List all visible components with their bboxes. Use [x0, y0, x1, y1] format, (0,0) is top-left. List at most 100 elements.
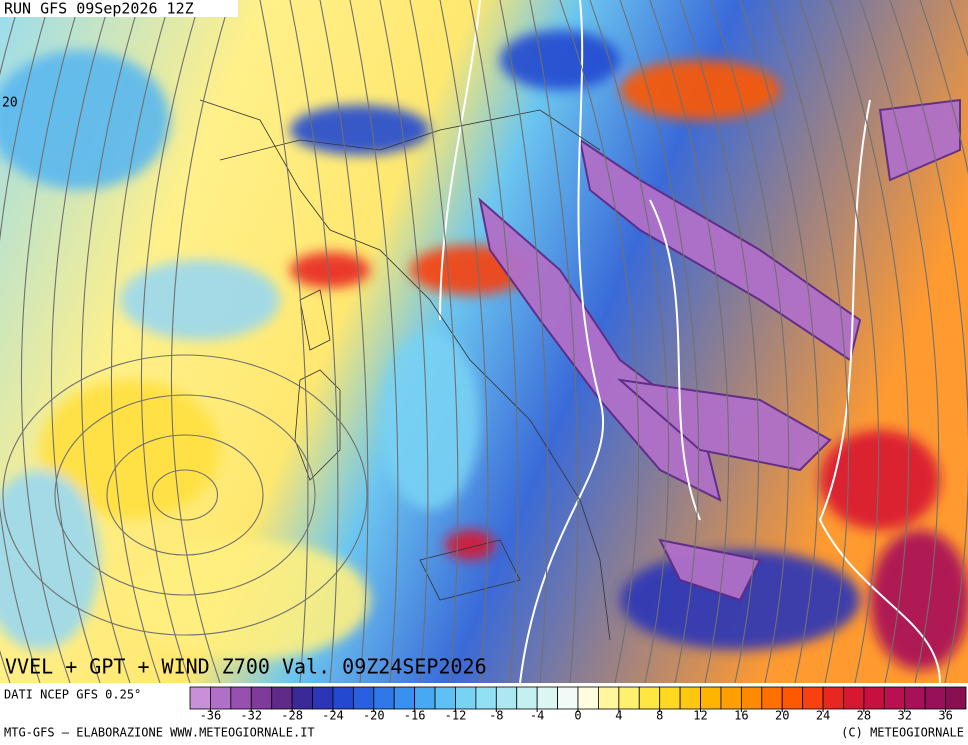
streamline: [170, 0, 231, 684]
colorbar-tick-label: 32: [898, 709, 912, 723]
data-source: DATI NCEP GFS 0.25°: [4, 688, 141, 702]
colorbar-swatch: [761, 686, 783, 710]
colorbar-tick-label: 20: [775, 709, 789, 723]
colorbar-tick-label: 4: [615, 709, 622, 723]
colorbar-swatch: [312, 686, 334, 710]
streamline: [469, 0, 519, 684]
colorbar-tick-label: 16: [734, 709, 748, 723]
colorbar-tick-label: 12: [693, 709, 707, 723]
colorbar-swatch: [843, 686, 865, 710]
colorbar-swatch: [659, 686, 681, 710]
streamline: [649, 0, 730, 684]
streamline: [859, 0, 940, 684]
colorbar-swatch: [516, 686, 538, 710]
streamline: [709, 0, 790, 684]
colorbar-swatch: [455, 686, 477, 710]
colorbar-swatch: [393, 686, 416, 710]
colorbar-swatch: [271, 686, 293, 710]
colorbar-tick-label: -16: [404, 709, 426, 723]
streamline: [829, 0, 910, 684]
streamline: [619, 0, 700, 684]
colorbar-tick-label: -24: [322, 709, 344, 723]
streamline: [110, 0, 171, 684]
colorbar-tick-label: -36: [200, 709, 222, 723]
colorbar-tick-label: -28: [281, 709, 303, 723]
streamline: [439, 0, 489, 684]
colorbar-tick-label: 36: [938, 709, 952, 723]
colorbar-tick-label: 8: [656, 709, 663, 723]
colorbar-tick-label: 24: [816, 709, 830, 723]
colorbar-tick-label: 0: [574, 709, 581, 723]
colorbar-swatch: [822, 686, 844, 710]
streamline: [919, 0, 968, 175]
credit-left: MTG-GFS — ELABORAZIONE WWW.METEOGIORNALE…: [4, 726, 315, 740]
colorbar-swatch: [332, 686, 354, 710]
streamline: [679, 0, 760, 684]
map-title: VVEL + GPT + WIND Z700 Val. 09Z24SEP2026: [5, 655, 487, 679]
colorbar-swatch: [536, 686, 558, 710]
streamline: [889, 0, 968, 684]
map: [0, 0, 968, 684]
colorbar-swatch: [883, 686, 906, 710]
colorbar-swatch: [414, 686, 436, 710]
colorbar-tick-label: -8: [489, 709, 503, 723]
streamline: [50, 0, 111, 684]
colorbar-swatch: [945, 686, 967, 710]
credit-right: (C) METEOGIORNALE: [841, 726, 964, 740]
streamline: [319, 0, 369, 684]
streamline-vortex: [106, 434, 264, 556]
colorbar: -36 -32 -28 -24 -20 -16 -12 -8 -4 0 4 8 12 16 20 24 28 32…: [189, 686, 967, 723]
colorbar-tick-label: 28: [857, 709, 871, 723]
colorbar-swatch: [352, 686, 375, 710]
colorbar-swatch: [598, 686, 620, 710]
colorbar-swatch: [291, 686, 313, 710]
streamline: [499, 0, 549, 684]
colorbar-tick-label: -4: [530, 709, 544, 723]
streamline: [529, 0, 579, 684]
streamline: [259, 0, 309, 684]
colorbar-tick-label: -32: [240, 709, 262, 723]
colorbar-swatch: [373, 686, 395, 710]
colorbar-swatch: [802, 686, 824, 710]
streamline-vortex: [54, 394, 316, 596]
colorbar-swatch: [475, 686, 497, 710]
run-label-box: [0, 0, 238, 17]
run-label: RUN GFS 09Sep2026 12Z: [4, 0, 194, 18]
colorbar-swatch: [577, 686, 599, 710]
colorbar-swatch: [863, 686, 885, 710]
streamline-vortex: [2, 354, 368, 636]
colorbar-swatch: [189, 686, 211, 710]
streamline: [0, 0, 51, 684]
streamline-vortex: [151, 469, 219, 521]
streamline: [739, 0, 820, 684]
streamline: [799, 0, 880, 684]
colorbar-swatch: [250, 686, 273, 710]
lat-label: 20: [2, 96, 18, 111]
colorbar-swatch: [557, 686, 579, 710]
colorbar-tick-label: -12: [445, 709, 467, 723]
streamline: [140, 0, 201, 684]
colorbar-swatch: [904, 686, 926, 710]
streamline: [409, 0, 459, 684]
streamline: [379, 0, 429, 684]
streamline: [559, 0, 640, 684]
colorbar-swatch: [495, 686, 518, 710]
colorbar-tick-label: -20: [363, 709, 385, 723]
streamline: [349, 0, 399, 684]
colorbar-swatch: [230, 686, 252, 710]
colorbar-swatch: [679, 686, 701, 710]
streamline: [769, 0, 850, 684]
colorbar-swatch: [720, 686, 742, 710]
streamline: [20, 0, 81, 684]
colorbar-swatch: [740, 686, 763, 710]
colorbar-swatch: [638, 686, 661, 710]
colorbar-swatch: [700, 686, 722, 710]
colorbar-swatch: [210, 686, 232, 710]
colorbar-swatch: [924, 686, 946, 710]
streamline: [289, 0, 339, 684]
streamline: [589, 0, 670, 684]
streamline: [80, 0, 141, 684]
colorbar-swatch: [618, 686, 640, 710]
colorbar-swatch: [434, 686, 456, 710]
